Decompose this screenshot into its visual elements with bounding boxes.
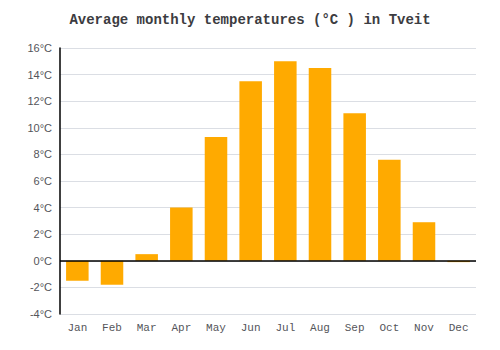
svg-text:Oct: Oct [379,322,399,334]
svg-text:Aug: Aug [310,322,330,334]
svg-text:Dec: Dec [449,322,469,334]
svg-text:10°C: 10°C [27,122,52,134]
svg-text:Nov: Nov [414,322,434,334]
svg-text:Jun: Jun [241,322,261,334]
svg-text:Apr: Apr [171,322,191,334]
svg-text:0°C: 0°C [34,255,53,267]
svg-text:4°C: 4°C [34,202,53,214]
svg-text:-2°C: -2°C [30,281,52,293]
svg-text:2°C: 2°C [34,228,53,240]
svg-text:Jan: Jan [67,322,87,334]
svg-text:May: May [206,322,226,334]
svg-text:Sep: Sep [345,322,365,334]
svg-text:Jul: Jul [275,322,295,334]
svg-text:12°C: 12°C [27,95,52,107]
svg-text:Mar: Mar [137,322,157,334]
svg-text:Average monthly temperatures (: Average monthly temperatures (°C ) in Tv… [69,12,430,28]
svg-text:8°C: 8°C [34,148,53,160]
svg-text:Feb: Feb [102,322,122,334]
svg-text:16°C: 16°C [27,42,52,54]
svg-text:14°C: 14°C [27,69,52,81]
svg-text:6°C: 6°C [34,175,53,187]
svg-text:-4°C: -4°C [30,308,52,320]
